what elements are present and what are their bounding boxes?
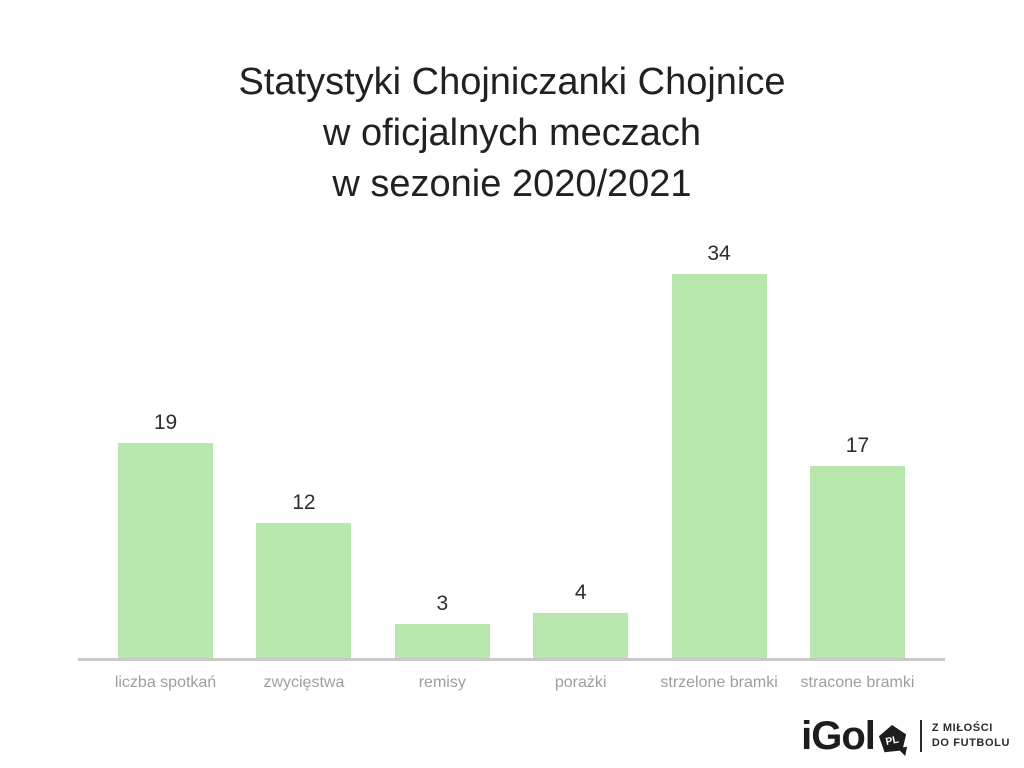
bar-column: 3 (394, 592, 490, 658)
bar-value-label: 12 (292, 490, 316, 514)
category-label: remisy (418, 674, 466, 691)
category-cell: strzelone bramki (660, 674, 777, 692)
bar-column: 12 (256, 490, 352, 658)
bar-value-label: 34 (707, 242, 731, 265)
bar-column: 17 (809, 434, 905, 658)
bar (671, 274, 767, 658)
igol-logo: iGol PL Z MIŁOŚCI DO FUTBOLU (801, 710, 1010, 762)
logo-tagline: Z MIŁOŚCI DO FUTBOLU (932, 721, 1010, 751)
bar (118, 443, 213, 658)
category-label: porażki (554, 674, 607, 691)
category-cell: remisy (395, 674, 490, 692)
category-cell: liczba spotkań (114, 674, 217, 692)
bar-value-label: 19 (153, 411, 178, 435)
chart-title-line-2: w oficjalnych meczach (322, 112, 702, 154)
igol-brand-text: iGol (801, 714, 876, 758)
chart-title-line-3: w sezonie 2020/2021 (332, 163, 692, 205)
bar-column: 34 (671, 242, 767, 658)
category-labels-row: liczba spotkań zwycięstwa remisy porażki str… (114, 674, 915, 692)
bar-value-label: 4 (574, 580, 587, 604)
football-pentagon-pl-icon: PL (878, 724, 908, 762)
bar-value-label: 3 (436, 592, 449, 616)
chart-title: Statystyki Chojniczanki Chojnice w oficj… (0, 57, 1024, 210)
bar-column: 4 (533, 580, 629, 658)
logo-tagline-line-2: DO FUTBOLU (931, 737, 1010, 749)
category-label: liczba spotkań (114, 674, 217, 691)
bar (394, 624, 490, 658)
bar-value-label: 17 (845, 434, 870, 457)
chart-title-line-1: Statystyki Chojniczanki Chojnice (238, 61, 786, 103)
category-label: strzelone bramki (660, 674, 778, 691)
bar-chart: 19 12 3 4 34 17 (118, 242, 905, 658)
category-label: zwycięstwa (263, 674, 345, 691)
bar (533, 612, 629, 658)
category-cell: stracone bramki (801, 674, 915, 692)
category-label: stracone bramki (800, 674, 915, 691)
bar-column: 19 (118, 411, 213, 658)
category-cell: porażki (533, 674, 628, 692)
bar (809, 466, 905, 658)
x-axis-line (78, 658, 945, 661)
category-cell: zwycięstwa (256, 674, 351, 692)
logo-tagline-line-1: Z MIŁOŚCI (931, 722, 993, 734)
badge-pl-text: PL (885, 735, 900, 748)
bar (256, 522, 352, 658)
logo-divider-line (919, 720, 922, 752)
